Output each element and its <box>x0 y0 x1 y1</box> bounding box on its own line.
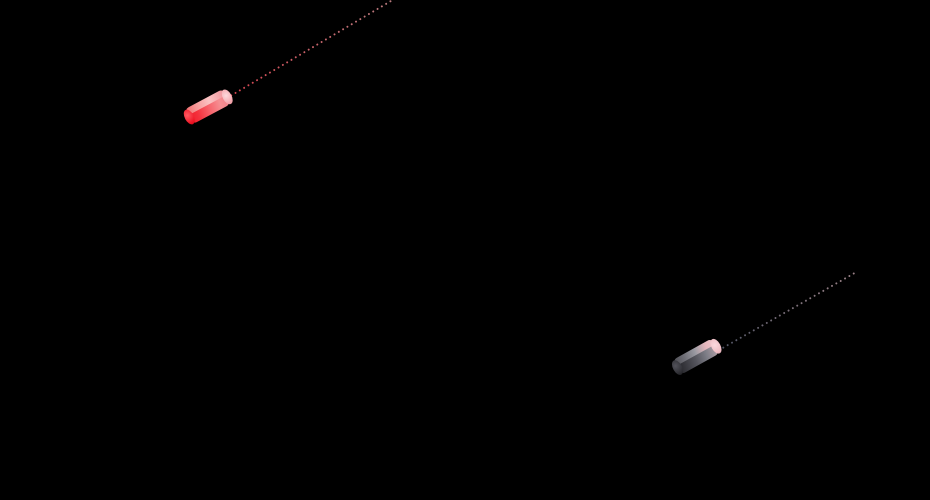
trail-dot <box>384 2 388 6</box>
trail-dot <box>726 343 730 347</box>
trail-dot <box>328 35 332 39</box>
trail-dot <box>251 81 255 85</box>
trail-dot <box>817 291 821 295</box>
trail-dot <box>795 304 799 308</box>
trail-dot <box>354 20 358 24</box>
trail-dot <box>852 272 856 275</box>
trail-dot <box>748 331 751 335</box>
gray-projectile-trail <box>713 272 856 355</box>
trail-dot <box>363 15 366 18</box>
trail-dot <box>268 71 272 74</box>
trail-dot <box>358 17 362 21</box>
trail-dot <box>324 38 328 41</box>
trail-dot <box>281 63 285 67</box>
trail-dot <box>298 53 302 57</box>
trail-dot <box>730 341 734 345</box>
trail-dot <box>346 25 349 29</box>
trail-dot <box>743 333 747 337</box>
trail-dot <box>333 33 336 36</box>
trail-dot <box>259 76 263 80</box>
trail-dot <box>272 68 276 72</box>
trail-dot <box>739 336 743 340</box>
trail-dot <box>247 83 250 87</box>
trail-dot <box>277 66 280 69</box>
trail-dot <box>761 324 764 327</box>
trail-dot <box>756 326 760 330</box>
trail-dot <box>848 274 851 278</box>
red-projectile-body <box>181 87 235 127</box>
trail-dot <box>774 316 777 320</box>
trail-dot <box>843 277 847 280</box>
trail-dot <box>376 7 379 11</box>
trail-dot <box>804 299 808 303</box>
trail-dot <box>782 311 786 315</box>
gray-projectile[interactable] <box>669 337 724 377</box>
trail-dot <box>830 284 834 288</box>
trail-dot <box>315 43 319 46</box>
red-projectile-trail <box>221 0 392 102</box>
gray-projectile-body <box>669 337 724 377</box>
trail-dot <box>320 40 323 44</box>
trail-dot <box>242 86 246 90</box>
trail-dot <box>350 22 354 26</box>
trail-dot <box>371 10 375 13</box>
trail-dot <box>337 30 341 34</box>
trail-dot <box>839 279 843 283</box>
trail-dot <box>800 301 803 305</box>
trail-dot <box>307 48 311 52</box>
trail-dot <box>734 338 738 342</box>
trail-dot <box>752 328 756 332</box>
trail-dot <box>778 314 782 317</box>
trail-dot <box>821 289 825 293</box>
trail-dot <box>255 78 259 82</box>
trail-dot <box>238 89 242 92</box>
trail-dot <box>834 282 838 285</box>
trail-dot <box>234 91 237 95</box>
trail-dot <box>389 0 392 3</box>
trail-dot <box>721 346 725 349</box>
trail-dot <box>341 27 345 31</box>
trail-dot <box>808 296 812 300</box>
trail-dot <box>813 294 816 298</box>
trail-dot <box>791 306 795 310</box>
trail-dot <box>380 5 384 8</box>
trail-dot <box>311 45 315 49</box>
trail-dot <box>294 55 298 59</box>
trail-dot <box>264 73 268 77</box>
trail-dot <box>303 50 306 54</box>
trail-dot <box>290 58 293 62</box>
trail-dot <box>765 321 769 325</box>
trail-dot <box>787 309 790 312</box>
trail-dot <box>826 286 830 290</box>
trail-dot <box>285 61 289 64</box>
red-projectile[interactable] <box>181 87 235 127</box>
trail-dot <box>367 12 371 16</box>
trail-dot <box>769 319 773 322</box>
